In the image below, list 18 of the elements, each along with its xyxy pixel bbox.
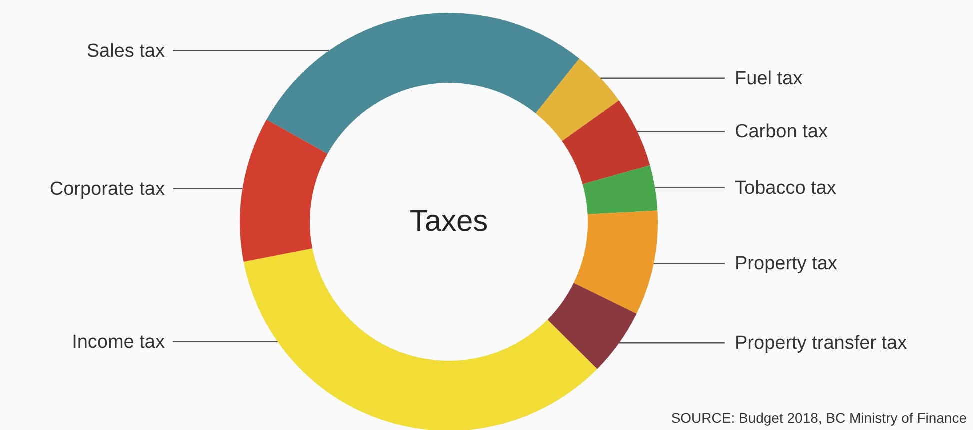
donut-slice bbox=[536, 58, 620, 142]
donut-slice bbox=[574, 210, 658, 314]
slice-label: Fuel tax bbox=[735, 68, 804, 90]
donut-slice bbox=[240, 120, 328, 262]
donut-slice bbox=[548, 283, 637, 370]
donut-slice bbox=[582, 165, 658, 214]
slice-label: Income tax bbox=[72, 332, 166, 353]
donut-slice bbox=[266, 13, 580, 154]
donut-slice bbox=[244, 248, 598, 430]
donut-slice bbox=[562, 100, 650, 184]
slice-label: Carbon tax bbox=[735, 122, 828, 143]
source-note: SOURCE: Budget 2018, BC Ministry of Finance bbox=[671, 410, 968, 426]
slice-label: Corporate tax bbox=[50, 178, 166, 200]
slice-label: Property transfer tax bbox=[735, 333, 908, 354]
slice-label: Tobacco tax bbox=[735, 178, 837, 199]
slice-label: Sales tax bbox=[86, 40, 166, 62]
slice-label: Property tax bbox=[735, 254, 838, 275]
text: Taxes bbox=[410, 205, 488, 238]
